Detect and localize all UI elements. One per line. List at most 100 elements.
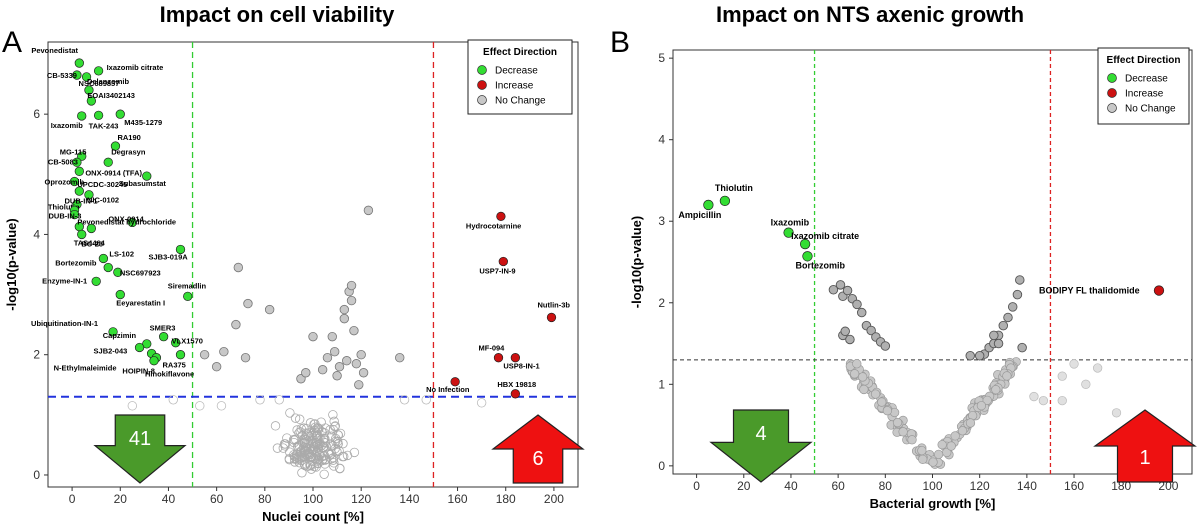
y-axis-label: -log10(p-value) (4, 218, 19, 310)
legend-item-label: No Change (495, 96, 546, 107)
x-tick-label: 0 (69, 492, 76, 506)
decrease-count-arrow (709, 409, 813, 483)
decrease-point (113, 267, 123, 277)
decrease-point (183, 291, 193, 302)
no-change-point (233, 262, 244, 273)
decrease-point-label: Oprozomib (45, 178, 85, 187)
no-change-point (342, 450, 353, 461)
no-change-point (240, 353, 251, 363)
decrease-point-label: Hinokiflavone (145, 370, 194, 379)
summary-count-label: 4 (755, 423, 766, 445)
no-change-point (327, 331, 337, 342)
decrease-point-label: Delanzomib (87, 77, 130, 86)
y-tick-label: 4 (33, 227, 40, 241)
decrease-point-label: Bortezomib (55, 259, 97, 268)
no-change-point (280, 439, 291, 449)
decrease-point (93, 66, 104, 76)
decrease-point (77, 151, 87, 161)
legend-swatch (1107, 103, 1117, 113)
x-axis-label: Nuclei count [%] (262, 509, 364, 524)
increase-point (1153, 285, 1165, 296)
decrease-point-label: DUB-IN-1 (65, 196, 98, 205)
increase-point-label: BODIPY FL thalidomide (1039, 286, 1140, 296)
no-change-point (264, 304, 275, 315)
decrease-point-label: Ixazomib (51, 121, 84, 130)
panel-letter: A (2, 26, 22, 59)
no-change-point (974, 351, 985, 361)
decrease-point-label: LS-102 (109, 249, 134, 258)
no-change-point (311, 439, 321, 450)
no-change-point (933, 449, 944, 460)
decrease-point-label: Ubiquitination-IN-1 (31, 319, 98, 328)
no-change-point (329, 346, 340, 357)
no-change-point (976, 401, 987, 411)
decrease-point (783, 227, 794, 238)
no-change-point (216, 401, 227, 411)
x-tick-label: 80 (258, 492, 272, 506)
chart-title: Impact on NTS axenic growth (716, 2, 1024, 27)
legend: Effect Direction Decrease Increase No Chang… (1097, 47, 1190, 125)
no-change-point (991, 385, 1001, 395)
legend-swatch (477, 65, 487, 75)
no-change-point (857, 372, 868, 382)
x-tick-label: 140 (1017, 479, 1037, 493)
decrease-point (115, 109, 125, 119)
no-change-point (866, 325, 876, 336)
legend-swatch (1107, 88, 1117, 98)
no-change-point (296, 424, 306, 434)
no-change-point (325, 424, 335, 435)
decrease-point-label: Ixazomib citrate (791, 231, 859, 241)
legend-swatch (1107, 73, 1117, 83)
no-change-point (840, 326, 850, 337)
decrease-point (110, 141, 121, 151)
no-change-point (351, 359, 362, 369)
decrease-point-label: Thiolutin (715, 183, 753, 193)
decrease-point (142, 171, 152, 181)
no-change-point (356, 350, 366, 360)
no-change-point (310, 429, 321, 439)
no-change-point (334, 362, 345, 372)
x-tick-label: 60 (210, 492, 224, 506)
no-change-point (877, 397, 887, 407)
decrease-point (77, 229, 87, 240)
no-change-point (339, 313, 350, 324)
legend-item-label: Decrease (1125, 74, 1168, 85)
no-change-point (288, 450, 299, 460)
decrease-point-label: CB-5083 (48, 157, 78, 166)
x-tick-label: 0 (693, 479, 700, 493)
no-change-point (842, 285, 853, 296)
decrease-point-label: Degrasyn (111, 147, 146, 156)
no-change-point (282, 433, 292, 443)
no-change-point (965, 351, 975, 361)
increase-point (546, 312, 557, 323)
increase-point-label: USP8-IN-1 (503, 362, 539, 371)
no-change-point (338, 438, 348, 449)
decrease-point-label: Siremadlin (168, 281, 207, 290)
decrease-point (127, 217, 137, 228)
decrease-point (158, 332, 169, 342)
no-change-point (856, 307, 867, 318)
decrease-point-label: Subasumstat (119, 179, 167, 188)
no-change-point (1012, 289, 1023, 300)
panel-letter: B (610, 26, 630, 59)
decrease-point (84, 190, 94, 200)
no-change-point (852, 359, 862, 369)
y-tick-label: 1 (658, 377, 665, 391)
no-change-point (835, 280, 846, 290)
decrease-point (103, 262, 113, 273)
no-change-point (335, 463, 345, 474)
no-change-point (918, 454, 928, 464)
legend-swatch (477, 80, 487, 90)
x-tick-label: 80 (879, 479, 893, 493)
no-change-point (326, 431, 337, 441)
no-change-point (950, 431, 960, 441)
no-change-point (354, 380, 364, 390)
decrease-point-label: Bortezomib (795, 260, 845, 270)
decrease-point (84, 85, 94, 95)
no-change-point (349, 447, 360, 458)
decrease-point-label: Ampicillin (678, 210, 721, 220)
no-change-point (320, 434, 330, 444)
no-change-point (395, 353, 405, 363)
decrease-point (703, 199, 714, 211)
